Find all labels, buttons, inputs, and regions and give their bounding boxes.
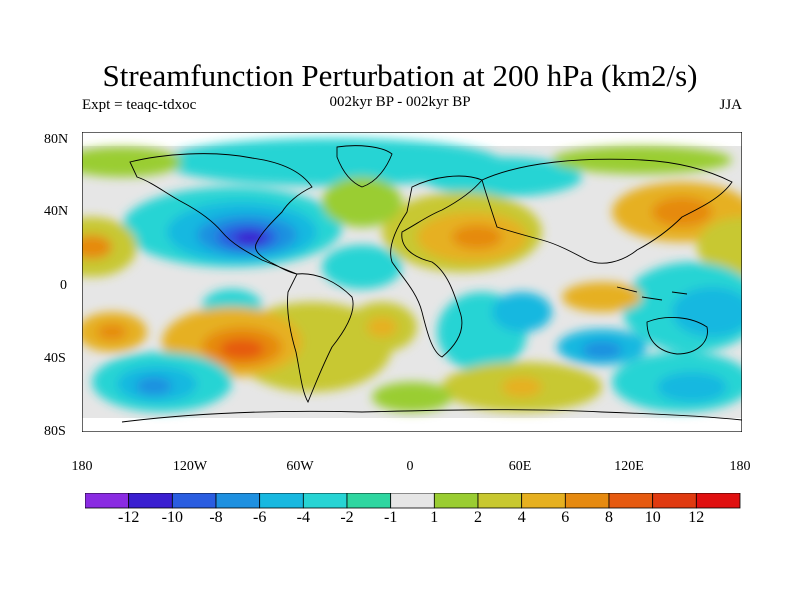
europe-africa-coast <box>390 175 483 358</box>
experiment-label: Expt = teaqc-tdxoc <box>82 97 197 113</box>
colorbar-label: 4 <box>517 509 526 526</box>
colorbar <box>85 493 741 509</box>
lon-label-180e: 180 <box>729 459 751 474</box>
lat-label-80s: 80S <box>44 424 66 439</box>
south-america-coast <box>287 273 354 404</box>
colorbar-label: 6 <box>561 509 570 526</box>
colorbar-label: -10 <box>161 509 183 526</box>
colorbar-label: -6 <box>253 509 267 526</box>
season-label: JJA <box>719 97 742 113</box>
lon-label-120e: 120E <box>614 459 644 474</box>
lon-label-60e: 60E <box>508 459 532 474</box>
indonesia-islands <box>616 286 688 301</box>
antarctica-coast <box>121 409 742 423</box>
colorbar-label: 12 <box>688 509 705 526</box>
south-polar-blank <box>82 418 742 432</box>
lon-label-0: 0 <box>406 459 414 474</box>
lon-label-60w: 60W <box>286 459 314 474</box>
colorbar-label: -8 <box>209 509 223 526</box>
colorbar-swatch <box>390 493 435 509</box>
lat-label-80n: 80N <box>44 132 69 147</box>
colorbar-label: 8 <box>605 509 613 526</box>
colorbar-swatch <box>85 493 130 509</box>
coastlines <box>121 145 742 423</box>
colorbar-swatch <box>171 493 217 509</box>
lon-label-120w: 120W <box>172 459 208 474</box>
lon-label-180w: 180 <box>71 459 93 474</box>
colorbar-swatch <box>259 493 304 509</box>
colorbar-label: 10 <box>644 509 661 526</box>
asia-coast <box>481 158 733 264</box>
colorbar-label: -4 <box>296 509 310 526</box>
colorbar-label: -1 <box>384 509 398 526</box>
colorbar-label: 1 <box>430 509 439 526</box>
colorbar-swatch <box>215 493 261 509</box>
map-title: Streamfunction Perturbation at 200 hPa (… <box>102 58 698 93</box>
field-shading <box>82 138 742 412</box>
australia-coast <box>646 317 708 355</box>
colorbar-label: -2 <box>340 509 354 526</box>
colorbar-swatch <box>346 493 392 509</box>
colorbar-swatch <box>477 493 523 509</box>
greenland-coast <box>336 145 393 188</box>
colorbar-swatch <box>302 493 348 509</box>
lat-label-0: 0 <box>60 278 67 293</box>
colorbar-swatch <box>521 493 566 509</box>
colorbar-label: 2 <box>474 509 482 526</box>
colorbar-swatch <box>433 493 479 509</box>
colorbar-label: -12 <box>118 509 140 526</box>
streamfunction-map <box>82 132 742 432</box>
colorbar-swatch <box>608 493 654 509</box>
colorbar-swatch <box>652 493 697 509</box>
lat-label-40s: 40S <box>44 351 66 366</box>
period-label: 002kyr BP - 002kyr BP <box>329 94 471 110</box>
north-america-coast <box>129 153 313 275</box>
colorbar-swatch <box>564 493 610 509</box>
colorbar-swatch <box>128 493 173 509</box>
colorbar-swatch <box>695 493 741 509</box>
lat-label-40n: 40N <box>44 204 69 219</box>
